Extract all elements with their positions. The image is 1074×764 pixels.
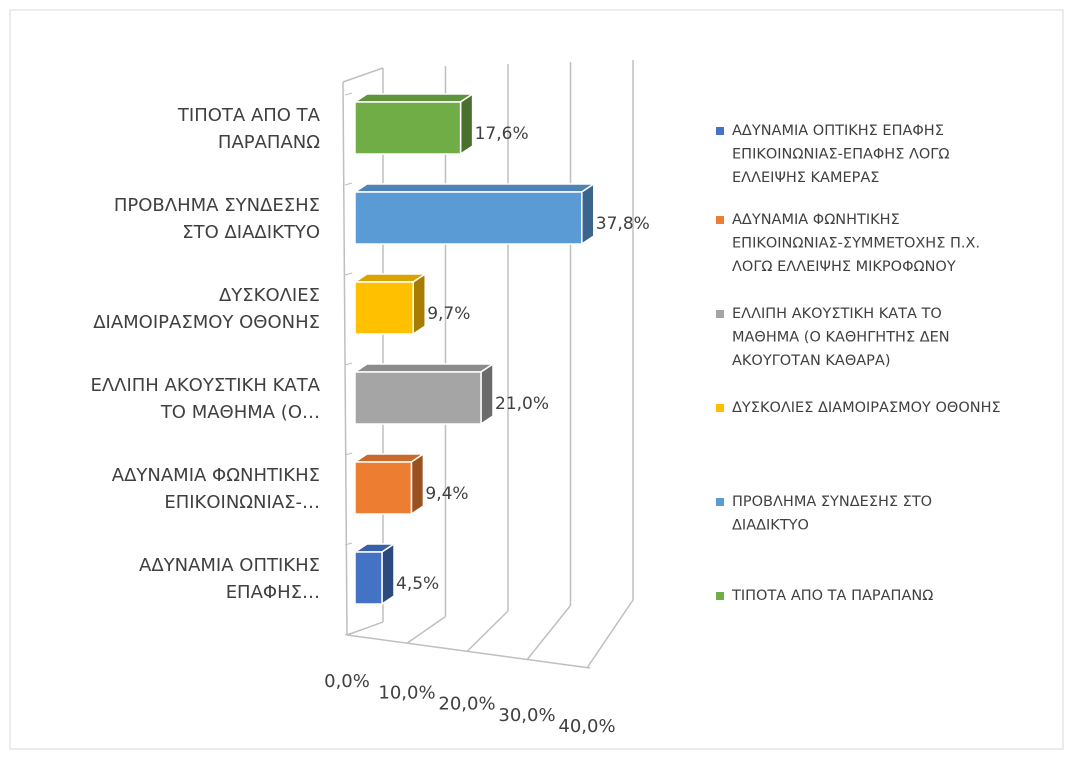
legend-swatch [716, 127, 724, 135]
bar-top [352, 183, 597, 193]
bar-top [352, 93, 476, 103]
bar [354, 281, 414, 335]
axis-wall [342, 67, 384, 83]
legend-label: ΕΠΙΚΟΙΝΩΝΙΑΣ-ΕΠΑΦΗΣ ΛΟΓΩ [732, 147, 949, 163]
chart-border [9, 9, 1064, 750]
legend-label: ΕΛΛΙΠΗ ΑΚΟΥΣΤΙΚΗ ΚΑΤΑ ΤΟ [732, 306, 942, 322]
data-label: 9,7% [427, 304, 470, 324]
data-label: 21,0% [495, 394, 549, 414]
x-tick-label: 40,0% [558, 716, 615, 737]
y-tick-label: ΕΛΛΙΠΗ ΑΚΟΥΣΤΙΚΗ ΚΑΤΑ [90, 375, 320, 396]
y-tick-label: ΠΑΡΑΠΑΝΩ [218, 132, 320, 153]
grid-line [406, 615, 446, 644]
category-tick [344, 362, 353, 366]
y-tick-label: ΔΥΣΚΟΛΙΕΣ [219, 285, 320, 306]
category-tick [344, 452, 353, 456]
bar [354, 461, 413, 515]
y-tick-label: ΤΟ ΜΑΘΗΜΑ (Ο… [160, 402, 320, 423]
bar [354, 551, 383, 605]
grid-line [526, 605, 572, 661]
bar [354, 371, 482, 425]
bar-side [410, 452, 425, 516]
category-tick [344, 272, 353, 276]
axis-wall [342, 81, 348, 636]
legend-label: ΤΙΠΟΤΑ ΑΠΟ ΤΑ ΠΑΡΑΠΑΝΩ [731, 588, 933, 604]
legend-label: ΛΟΓΩ ΕΛΛΕΙΨΗΣ ΜΙΚΡΟΦΩΝΟΥ [732, 259, 956, 275]
legend-label: ΔΙΑΔΙΚΤΥΟ [732, 518, 809, 534]
x-tick-label: 30,0% [498, 705, 555, 726]
grid-line [586, 599, 634, 669]
legend-swatch [716, 310, 724, 318]
legend-label: ΑΔΥΝΑΜΙΑ ΟΠΤΙΚΗΣ ΕΠΑΦΗΣ [732, 123, 944, 139]
data-label: 37,8% [596, 214, 650, 234]
y-tick-label: ΑΔΥΝΑΜΙΑ ΟΠΤΙΚΗΣ [139, 555, 320, 576]
bar-top [352, 363, 496, 373]
category-tick [344, 92, 353, 96]
x-tick-label: 10,0% [378, 682, 435, 703]
y-tick-label: ΔΙΑΜΟΙΡΑΣΜΟΥ ΟΘΟΝΗΣ [93, 312, 320, 333]
bar-side [381, 542, 395, 606]
axis-floor [346, 634, 591, 669]
y-tick-label: ΠΡΟΒΛΗΜΑ ΣΥΝΔΕΣΗΣ [114, 195, 320, 216]
grid-line [346, 621, 384, 636]
legend-label: ΕΛΛΕΙΨΗΣ ΚΑΜΕΡΑΣ [732, 170, 879, 186]
legend-swatch [716, 216, 724, 224]
grid-line [466, 610, 509, 653]
category-tick [344, 182, 353, 186]
bar-side [581, 182, 595, 246]
legend-label: ΠΡΟΒΛΗΜΑ ΣΥΝΔΕΣΗΣ ΣΤΟ [732, 494, 932, 510]
legend-swatch [716, 592, 724, 600]
legend-swatch [716, 498, 724, 506]
legend-swatch [716, 404, 724, 412]
x-tick-label: 20,0% [438, 694, 495, 715]
data-label: 17,6% [475, 124, 529, 144]
legend-label: ΔΥΣΚΟΛΙΕΣ ΔΙΑΜΟΙΡΑΣΜΟΥ ΟΘΟΝΗΣ [732, 400, 1001, 416]
bar-side [480, 362, 494, 426]
legend-label: ΑΚΟΥΓΟΤΑΝ ΚΑΘΑΡΑ) [732, 353, 891, 369]
y-tick-label: ΑΔΥΝΑΜΙΑ ΦΩΝΗΤΙΚΗΣ [112, 465, 320, 486]
bar-side [459, 92, 474, 156]
data-label: 4,5% [396, 574, 439, 594]
bar [354, 101, 462, 155]
y-tick-label: ΣΤΟ ΔΙΑΔΙΚΤΥΟ [182, 222, 320, 243]
y-tick-label: ΤΙΠΟΤΑ ΑΠΟ ΤΑ [177, 105, 321, 126]
y-tick-label: ΕΠΑΦΗΣ… [226, 582, 320, 603]
legend-label: ΕΠΙΚΟΙΝΩΝΙΑΣ-ΣΥΜΜΕΤΟΧΗΣ Π.Χ. [732, 236, 980, 252]
y-tick-label: ΕΠΙΚΟΙΝΩΝΙΑΣ-… [164, 492, 320, 513]
legend-label: ΑΔΥΝΑΜΙΑ ΦΩΝΗΤΙΚΗΣ [732, 212, 900, 228]
legend-label: ΜΑΘΗΜΑ (Ο ΚΑΘΗΓΗΤΗΣ ΔΕΝ [732, 330, 950, 346]
data-label: 9,4% [425, 484, 468, 504]
bar [354, 191, 583, 245]
category-tick [344, 542, 353, 546]
x-tick-label: 0,0% [324, 671, 370, 692]
bar-side [412, 272, 426, 336]
